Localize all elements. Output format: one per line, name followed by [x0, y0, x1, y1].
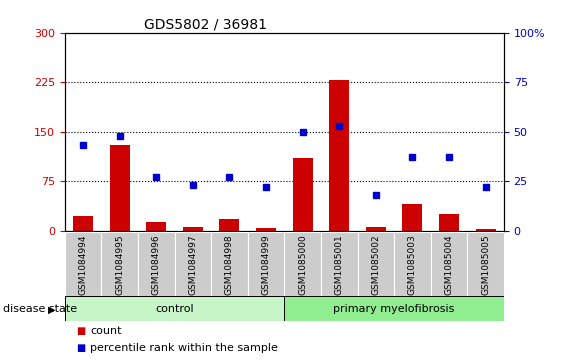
Bar — [183, 227, 203, 231]
Text: GSM1084997: GSM1084997 — [189, 234, 197, 295]
Text: count: count — [90, 326, 122, 336]
Text: GSM1085003: GSM1085003 — [408, 234, 417, 295]
Bar — [394, 232, 431, 296]
Bar — [101, 232, 138, 296]
Text: primary myelofibrosis: primary myelofibrosis — [333, 303, 455, 314]
Bar — [248, 232, 284, 296]
Bar — [146, 222, 166, 231]
Bar — [284, 232, 321, 296]
Text: GSM1084996: GSM1084996 — [152, 234, 160, 295]
Text: GSM1084998: GSM1084998 — [225, 234, 234, 295]
Bar — [256, 228, 276, 231]
Text: percentile rank within the sample: percentile rank within the sample — [90, 343, 278, 354]
Text: control: control — [155, 303, 194, 314]
Bar — [73, 216, 93, 231]
Bar — [329, 80, 349, 231]
Text: GSM1084995: GSM1084995 — [115, 234, 124, 295]
Bar — [211, 232, 248, 296]
Text: ■: ■ — [76, 343, 85, 354]
Bar — [467, 232, 504, 296]
Text: GSM1084999: GSM1084999 — [262, 234, 270, 295]
Text: GSM1085005: GSM1085005 — [481, 234, 490, 295]
Bar — [321, 232, 358, 296]
Text: ▶: ▶ — [48, 304, 55, 314]
Bar — [476, 229, 495, 231]
Text: GSM1085000: GSM1085000 — [298, 234, 307, 295]
Text: ■: ■ — [76, 326, 85, 336]
Bar — [110, 145, 129, 231]
Bar — [403, 204, 422, 231]
Bar — [175, 232, 211, 296]
Bar — [65, 296, 284, 321]
Bar — [284, 296, 504, 321]
Text: disease state: disease state — [3, 304, 77, 314]
Bar — [431, 232, 467, 296]
Text: GSM1084994: GSM1084994 — [79, 234, 87, 295]
Text: GSM1085002: GSM1085002 — [372, 234, 380, 295]
Bar — [293, 158, 312, 231]
Bar — [138, 232, 175, 296]
Bar — [439, 214, 459, 231]
Bar — [366, 227, 386, 231]
Text: GSM1085001: GSM1085001 — [335, 234, 343, 295]
Bar — [65, 232, 101, 296]
Text: GSM1085004: GSM1085004 — [445, 234, 453, 295]
Bar — [220, 219, 239, 231]
Bar — [358, 232, 394, 296]
Text: GDS5802 / 36981: GDS5802 / 36981 — [144, 17, 267, 32]
